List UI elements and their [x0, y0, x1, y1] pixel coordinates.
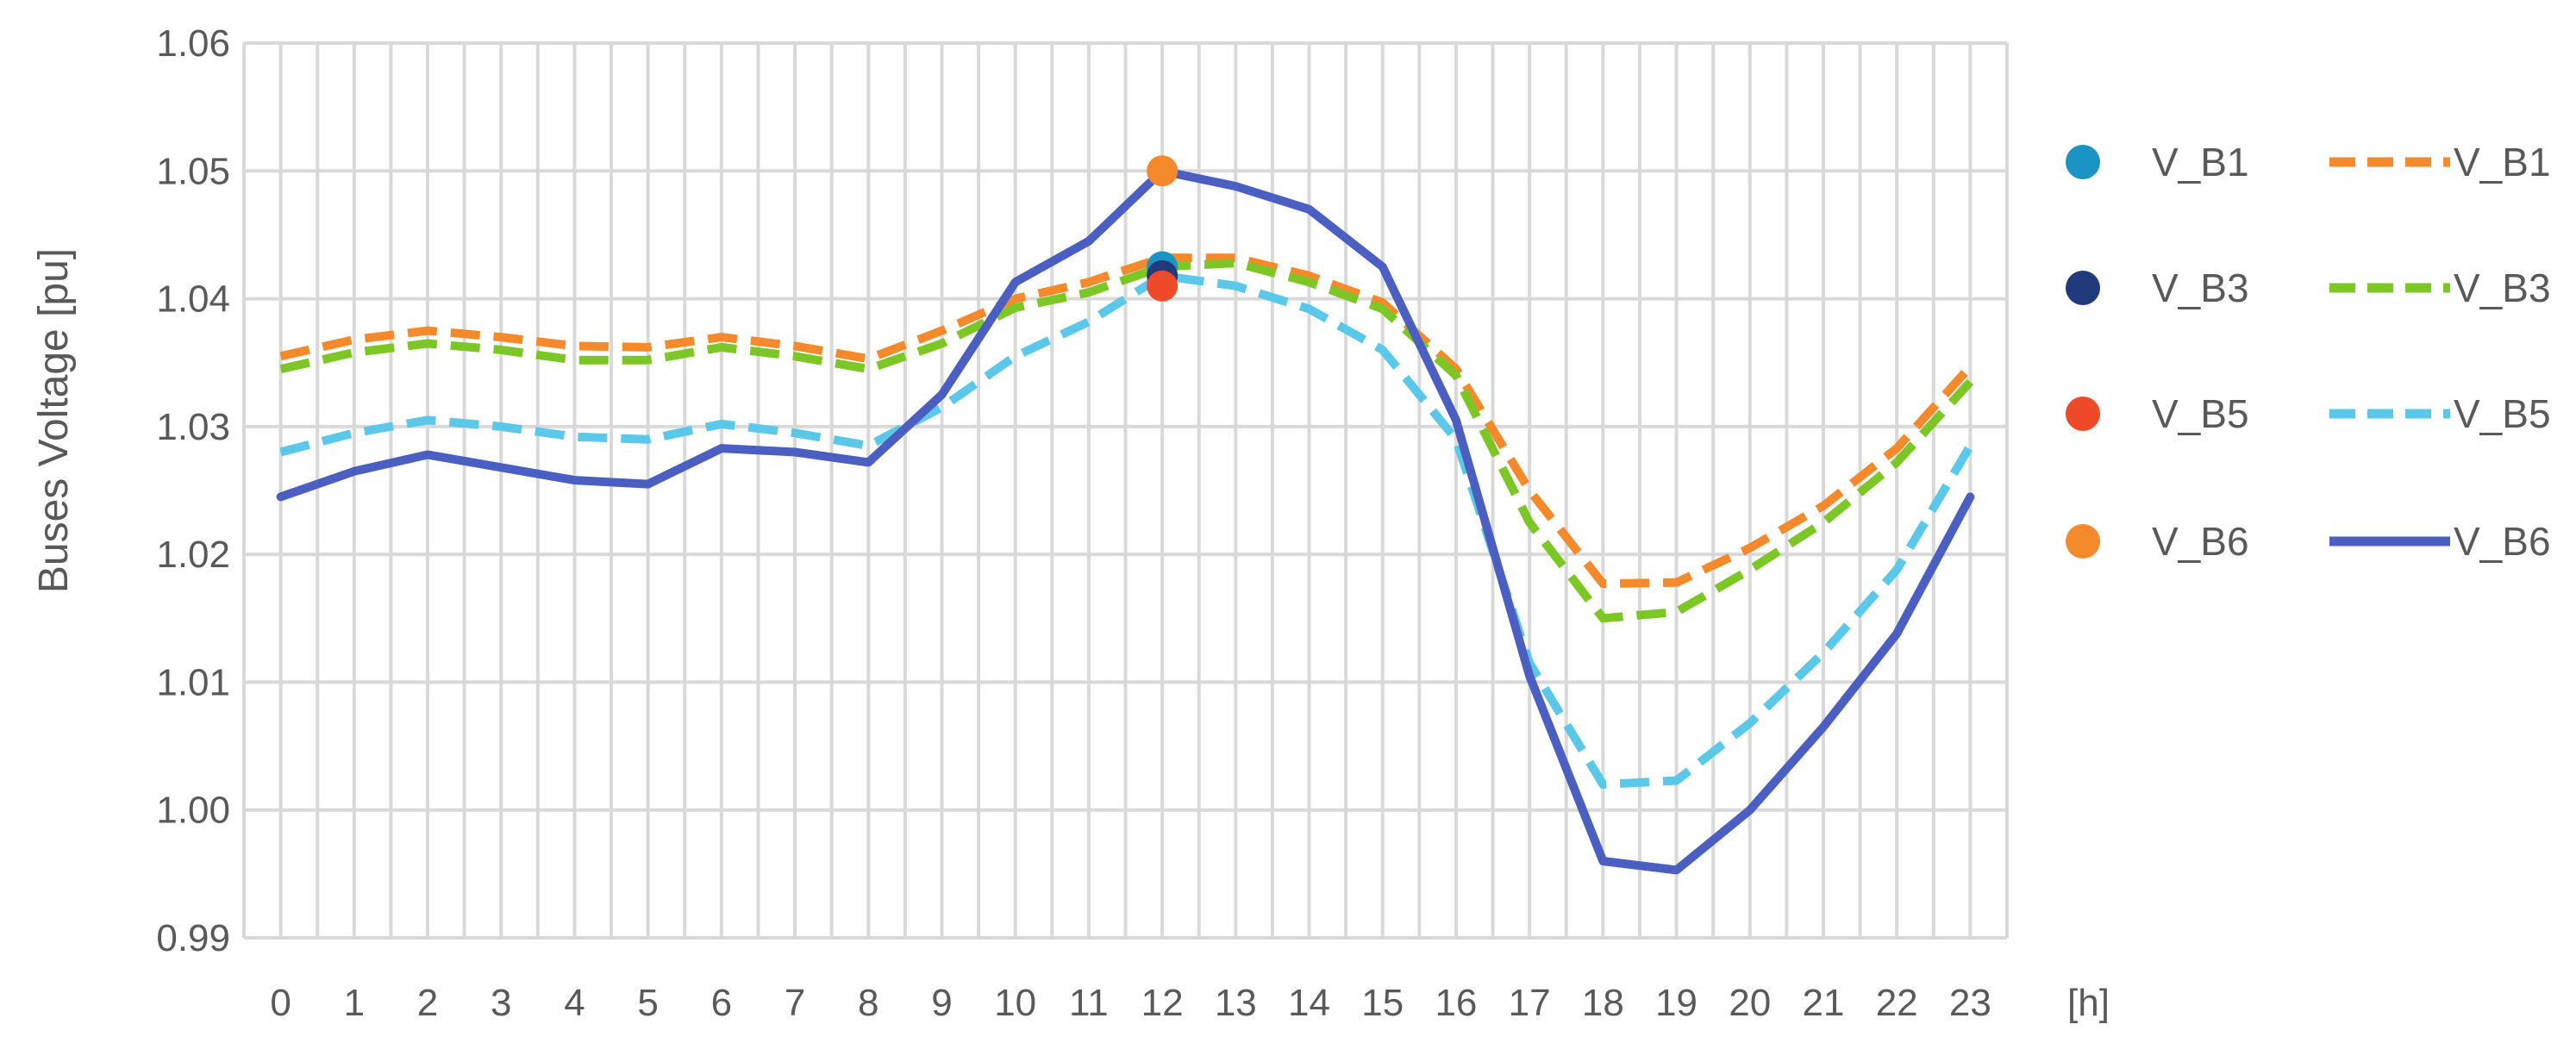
legend-marker-swatch — [2066, 271, 2100, 305]
marker-v-b5 — [1147, 270, 1179, 302]
legend-marker-swatch — [2066, 397, 2100, 431]
legend-line-label: V_B3 — [2454, 265, 2551, 310]
x-tick-label: 22 — [1876, 982, 1918, 1024]
x-tick-label: 16 — [1435, 982, 1477, 1024]
x-tick-label: 20 — [1729, 982, 1771, 1024]
series-line-v-b1 — [279, 253, 1974, 589]
x-tick-label: 12 — [1141, 982, 1184, 1024]
y-tick-label: 1.04 — [156, 278, 230, 321]
legend-line-label: V_B6 — [2454, 519, 2551, 564]
x-tick-label: 1 — [344, 982, 365, 1024]
x-tick-label: 11 — [1069, 982, 1109, 1024]
legend-marker-label: V_B5 — [2152, 391, 2249, 436]
x-axis-ticks: 0 1 2 3 4 5 6 7 8 9 10 11 12 13 14 15 16 17 18 19 20 21 22 23 — [270, 982, 1991, 1024]
series-line-v-b6 — [276, 166, 1975, 875]
legend-marker-swatch — [2066, 524, 2100, 559]
y-tick-label: 1.00 — [156, 790, 230, 832]
x-tick-label: 14 — [1288, 982, 1330, 1024]
x-tick-label: 10 — [994, 982, 1036, 1024]
y-tick-label: 1.06 — [156, 22, 230, 65]
x-tick-label: 9 — [931, 982, 952, 1024]
x-tick-label: 18 — [1582, 982, 1624, 1024]
x-tick-label: 0 — [270, 982, 291, 1024]
legend-marker-swatch — [2066, 145, 2100, 179]
y-axis-ticks: 0.99 1.00 1.01 1.02 1.03 1.04 1.05 1.06 — [156, 22, 230, 959]
grid — [242, 41, 2009, 940]
x-tick-label: 2 — [417, 982, 438, 1024]
series-line-v-b3 — [279, 259, 1974, 623]
legend-marker-label: V_B3 — [2152, 265, 2249, 310]
x-tick-label: 3 — [491, 982, 511, 1024]
x-tick-label: 6 — [711, 982, 732, 1024]
series-lines — [276, 166, 1975, 875]
y-tick-label: 1.05 — [156, 150, 230, 192]
series-markers — [1147, 155, 1179, 302]
x-tick-label: 5 — [637, 982, 658, 1024]
x-tick-label: 17 — [1509, 982, 1551, 1024]
x-tick-label: 21 — [1803, 982, 1845, 1024]
legend: V_B1 V_B3 V_B5 V_B6 V_B1 V_B3 V_B5 V_B6 — [2066, 140, 2551, 564]
x-tick-label: 13 — [1215, 982, 1257, 1024]
x-axis-title: [h] — [2067, 982, 2110, 1024]
legend-line-label: V_B1 — [2454, 140, 2551, 184]
y-tick-label: 0.99 — [156, 917, 230, 959]
x-tick-label: 23 — [1949, 982, 1991, 1024]
x-tick-label: 15 — [1361, 982, 1404, 1024]
y-tick-label: 1.01 — [156, 661, 230, 703]
x-tick-label: 7 — [785, 982, 805, 1024]
y-tick-label: 1.02 — [156, 534, 230, 576]
x-tick-label: 4 — [564, 982, 585, 1024]
x-tick-label: 8 — [858, 982, 878, 1024]
y-axis-title: Buses Voltage [pu] — [31, 248, 77, 593]
y-tick-label: 1.03 — [156, 406, 230, 448]
marker-v-b6 — [1147, 155, 1179, 187]
legend-line-label: V_B5 — [2454, 391, 2551, 436]
series-line-v-b5 — [279, 271, 1974, 790]
legend-marker-label: V_B6 — [2152, 519, 2249, 564]
legend-marker-label: V_B1 — [2152, 140, 2249, 184]
x-tick-label: 19 — [1655, 982, 1698, 1024]
